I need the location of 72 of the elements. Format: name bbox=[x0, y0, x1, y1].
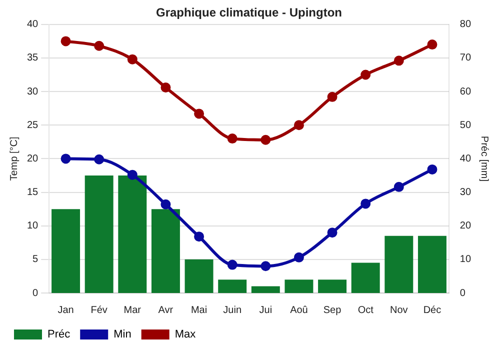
y2-tick-label: 20 bbox=[460, 220, 472, 232]
x-tick-label: Déc bbox=[423, 304, 442, 316]
x-tick-label: Avr bbox=[158, 304, 174, 316]
y-tick-label: 40 bbox=[27, 19, 39, 30]
point bbox=[127, 170, 138, 180]
bar bbox=[284, 280, 314, 293]
y-tick-label: 10 bbox=[27, 220, 39, 232]
y2-tick-label: 30 bbox=[460, 187, 472, 198]
y2-tick-label: 60 bbox=[460, 86, 472, 98]
point bbox=[160, 199, 171, 210]
bar bbox=[118, 175, 147, 293]
legend-label: Min bbox=[114, 328, 132, 341]
bar bbox=[184, 259, 214, 293]
point bbox=[294, 120, 304, 130]
y2-tick-label: 80 bbox=[460, 19, 472, 30]
x-tick-label: Juin bbox=[223, 304, 242, 316]
chart-title: Graphique climatique - Upington bbox=[156, 6, 342, 20]
bar bbox=[151, 209, 180, 293]
y-tick-label: 35 bbox=[27, 52, 39, 64]
point bbox=[260, 134, 271, 145]
x-tick-label: Oct bbox=[358, 304, 374, 316]
y-tick-label: 15 bbox=[27, 187, 39, 198]
point bbox=[227, 134, 238, 144]
y-tick-label: 25 bbox=[27, 120, 39, 131]
y-tick-label: 30 bbox=[27, 86, 39, 98]
y2-tick-label: 0 bbox=[460, 288, 466, 299]
point bbox=[160, 82, 171, 93]
point bbox=[227, 260, 238, 270]
point bbox=[294, 252, 304, 262]
point bbox=[327, 92, 338, 102]
point bbox=[394, 182, 404, 192]
point bbox=[360, 198, 371, 209]
y-tick-label: 0 bbox=[32, 288, 39, 299]
point bbox=[94, 154, 104, 164]
bar bbox=[84, 175, 114, 293]
y-tick-label: 20 bbox=[27, 153, 39, 164]
x-tick-label: Mai bbox=[190, 304, 208, 316]
y2-tick-label: 40 bbox=[460, 153, 472, 164]
bar bbox=[52, 209, 80, 293]
x-tick-label: Jan bbox=[58, 304, 74, 316]
bar bbox=[218, 280, 247, 293]
point bbox=[427, 164, 438, 174]
point bbox=[60, 36, 71, 46]
x-tick-label: Nov bbox=[390, 304, 408, 316]
x-tick-label: Aoû bbox=[290, 304, 308, 316]
legend-label: Max bbox=[174, 328, 196, 341]
y2-tick-label: 50 bbox=[460, 120, 472, 131]
bar bbox=[384, 236, 414, 293]
bar bbox=[251, 286, 280, 293]
x-tick-label: Fév bbox=[90, 304, 108, 316]
point bbox=[60, 154, 71, 164]
point bbox=[394, 56, 404, 66]
y-tick-label: 5 bbox=[32, 254, 39, 266]
point bbox=[327, 228, 338, 238]
point bbox=[194, 232, 204, 242]
bar bbox=[318, 280, 347, 293]
point bbox=[260, 261, 271, 272]
x-tick-label: Jui bbox=[259, 304, 272, 316]
y2-axis-title: Préc [mm] bbox=[478, 136, 490, 182]
point bbox=[127, 54, 138, 64]
x-tick-label: Mar bbox=[124, 304, 142, 316]
point bbox=[194, 108, 204, 119]
y2-tick-label: 70 bbox=[460, 52, 472, 64]
point bbox=[427, 40, 438, 50]
y-axis-title: Temp [°C] bbox=[8, 136, 20, 181]
point bbox=[360, 70, 371, 80]
bar bbox=[418, 236, 446, 293]
x-tick-label: Sep bbox=[323, 304, 342, 316]
y2-tick-label: 10 bbox=[460, 254, 472, 266]
point bbox=[94, 40, 104, 51]
legend-label: Préc bbox=[48, 328, 71, 341]
bar bbox=[351, 262, 380, 293]
